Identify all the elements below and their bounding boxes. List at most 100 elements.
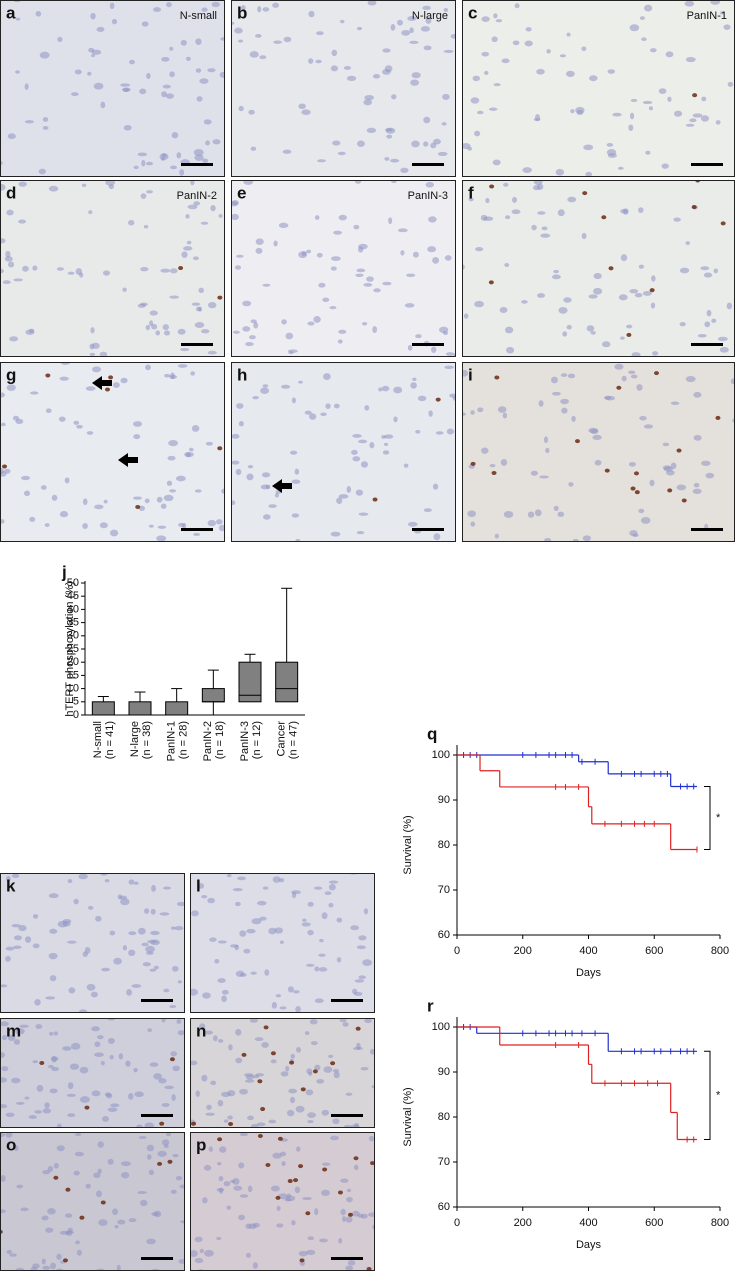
nucleus xyxy=(331,49,338,57)
nucleus xyxy=(367,0,377,6)
nucleus xyxy=(102,270,111,276)
nucleus xyxy=(428,216,437,223)
nucleus xyxy=(215,519,223,525)
nucleus xyxy=(153,1073,162,1080)
nucleus xyxy=(567,373,576,379)
nucleus xyxy=(179,1184,185,1189)
nucleus xyxy=(125,1060,131,1067)
nucleus xyxy=(112,1208,118,1216)
nucleus xyxy=(216,1236,222,1241)
nucleus xyxy=(167,455,176,461)
nucleus xyxy=(425,181,435,188)
nucleus xyxy=(218,524,225,532)
nucleus xyxy=(242,300,252,307)
nucleus xyxy=(406,273,416,277)
nucleus xyxy=(384,156,390,161)
nucleus xyxy=(692,113,703,118)
nucleus xyxy=(409,40,419,44)
nucleus xyxy=(346,1196,353,1203)
nucleus xyxy=(280,1071,289,1077)
stained-nucleus xyxy=(370,1161,375,1166)
nucleus xyxy=(12,415,20,421)
nucleus xyxy=(128,931,137,936)
nucleus xyxy=(314,998,324,1004)
nucleus xyxy=(314,966,320,972)
nucleus xyxy=(4,256,13,262)
nucleus xyxy=(170,268,178,274)
nucleus xyxy=(144,1122,154,1128)
nucleus xyxy=(321,912,328,920)
nucleus xyxy=(164,1085,175,1090)
nucleus xyxy=(137,303,146,308)
nucleus xyxy=(122,87,131,92)
nucleus xyxy=(59,511,69,518)
nucleus xyxy=(211,1,221,8)
micrograph-panel: d PanIN-2 xyxy=(0,180,225,357)
nucleus xyxy=(717,336,728,342)
x-tick-label: 400 xyxy=(579,945,597,957)
nucleus xyxy=(670,462,677,470)
nucleus xyxy=(145,364,151,371)
nucleus xyxy=(198,287,204,294)
nucleus xyxy=(145,324,151,331)
y-tick-label: 20 xyxy=(67,656,79,668)
nucleus xyxy=(665,51,674,58)
nucleus xyxy=(171,1094,176,1101)
nucleus xyxy=(701,96,707,102)
nucleus xyxy=(350,925,360,931)
nucleus xyxy=(304,1031,310,1036)
nucleus xyxy=(227,1089,236,1097)
nucleus xyxy=(685,375,696,383)
nucleus xyxy=(161,1018,166,1023)
nucleus xyxy=(256,1122,266,1127)
nucleus xyxy=(15,1028,25,1035)
nucleus xyxy=(69,1063,80,1070)
nucleus xyxy=(133,881,139,885)
nucleus xyxy=(351,449,358,455)
nucleus xyxy=(385,128,393,132)
arrow xyxy=(118,453,138,467)
nucleus xyxy=(617,166,624,170)
nucleus xyxy=(34,1110,43,1114)
panel-letter: g xyxy=(6,365,16,384)
nucleus xyxy=(336,917,343,923)
nucleus xyxy=(177,364,188,368)
nucleus xyxy=(333,1071,340,1079)
nucleus xyxy=(24,490,31,496)
nucleus xyxy=(161,1139,170,1146)
nucleus xyxy=(85,1183,91,1189)
nucleus xyxy=(581,46,587,52)
nucleus xyxy=(586,325,595,332)
nucleus xyxy=(551,376,558,384)
panel-letter: p xyxy=(196,1135,206,1154)
nucleus xyxy=(590,330,596,335)
nucleus xyxy=(42,125,49,130)
nucleus xyxy=(431,346,437,353)
nucleus xyxy=(195,1090,200,1097)
nucleus xyxy=(356,268,366,273)
nucleus xyxy=(73,1170,80,1176)
nucleus xyxy=(279,940,284,944)
stained-nucleus xyxy=(135,504,141,509)
nucleus xyxy=(571,415,576,422)
nucleus xyxy=(397,228,408,233)
nucleus xyxy=(196,96,203,102)
nucleus xyxy=(319,1238,328,1243)
nucleus xyxy=(226,873,232,878)
nucleus xyxy=(56,1145,65,1152)
nucleus xyxy=(249,335,256,340)
nucleus xyxy=(170,1189,177,1194)
x-tick-label: 0 xyxy=(454,945,460,957)
nucleus xyxy=(462,369,469,377)
nucleus xyxy=(128,949,136,957)
nucleus xyxy=(163,494,174,502)
nucleus xyxy=(628,461,636,467)
panel-letter: i xyxy=(468,365,473,384)
x-tick-sublabel: (n = 47) xyxy=(288,721,300,759)
nucleus xyxy=(522,167,532,173)
nucleus xyxy=(133,165,139,170)
y-tick-label: 80 xyxy=(438,1111,450,1123)
nucleus xyxy=(47,1208,56,1215)
nucleus xyxy=(190,1250,198,1257)
nucleus xyxy=(650,302,656,309)
